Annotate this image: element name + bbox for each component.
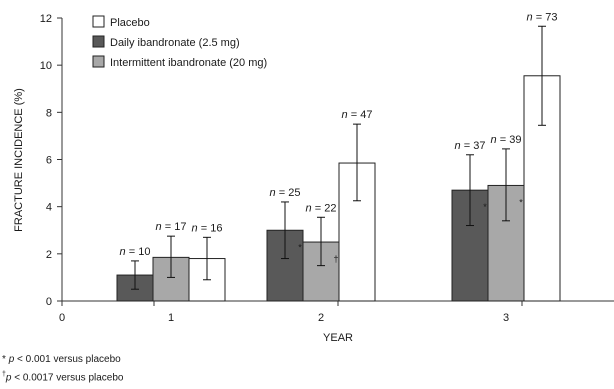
- n-label-n: n: [306, 202, 312, 214]
- legend-label: Placebo: [110, 17, 150, 29]
- n-label: n = 10: [120, 246, 151, 258]
- error-bars: [131, 25, 546, 290]
- footnote-2-mark: †: [2, 371, 6, 378]
- footnote-2-text: < 0.0017 versus placebo: [11, 372, 124, 384]
- n-label-value: = 10: [126, 246, 151, 258]
- x-tick-label: 3: [503, 312, 509, 324]
- n-label: n = 17: [156, 221, 187, 233]
- footnote-2: †p < 0.0017 versus placebo: [2, 367, 124, 385]
- n-label-value: = 16: [198, 222, 223, 234]
- n-label-value: = 22: [312, 202, 337, 214]
- n-label-value: = 37: [461, 140, 486, 152]
- y-tick-label: 12: [40, 13, 52, 25]
- n-label-value: = 17: [162, 221, 187, 233]
- n-label-n: n: [342, 109, 348, 121]
- x-tick-label: 0: [59, 312, 65, 324]
- footnote-1-p: p: [8, 354, 15, 365]
- legend: Placebo Daily ibandronate (2.5 mg) Intermi…: [92, 15, 267, 69]
- significance-marker: *: [519, 197, 523, 207]
- n-label-value: = 73: [533, 11, 558, 23]
- n-label: n = 22: [306, 202, 337, 214]
- n-label: n = 37: [455, 140, 486, 152]
- x-tick-label: 2: [318, 312, 324, 324]
- y-tick-label: 8: [46, 107, 52, 119]
- n-label-value: = 47: [348, 109, 373, 121]
- significance-marker: *: [298, 242, 302, 252]
- n-labels: n = 10n = 25*n = 37*n = 17n = 22†n = 39*…: [120, 11, 558, 264]
- legend-label: Daily ibandronate (2.5 mg): [110, 37, 240, 49]
- footnote-1: * p < 0.001 versus placebo: [2, 352, 124, 367]
- x-tick-label: 1: [168, 312, 174, 324]
- n-label: n = 73: [527, 11, 558, 23]
- n-label-n: n: [491, 134, 497, 146]
- n-label: n = 39: [491, 134, 522, 146]
- significance-marker: *: [483, 202, 487, 212]
- legend-swatch: [92, 35, 105, 48]
- y-tick-label: 10: [40, 60, 52, 72]
- n-label: n = 25: [270, 187, 301, 199]
- n-label-n: n: [120, 246, 126, 258]
- n-label-n: n: [455, 140, 461, 152]
- n-label-n: n: [527, 11, 533, 23]
- n-label-value: = 25: [276, 187, 301, 199]
- footnote-1-mark: *: [2, 354, 6, 365]
- footnote-1-text: < 0.001 versus placebo: [14, 354, 121, 365]
- significance-marker: †: [333, 254, 338, 264]
- n-label-value: = 39: [497, 134, 522, 146]
- bars: [116, 75, 561, 302]
- legend-label: Intermittent ibandronate (20 mg): [110, 57, 267, 69]
- footnote-2-p: p: [5, 372, 12, 384]
- n-label: n = 47: [342, 109, 373, 121]
- n-label-n: n: [192, 222, 198, 234]
- legend-swatch: [92, 55, 105, 68]
- y-tick-label: 6: [46, 155, 52, 167]
- y-tick-label: 0: [46, 296, 52, 308]
- n-label: n = 16: [192, 222, 223, 234]
- y-tick-label: 2: [46, 249, 52, 261]
- legend-swatch: [92, 15, 105, 28]
- y-tick-label: 4: [46, 202, 52, 214]
- n-label-n: n: [156, 221, 162, 233]
- footnotes: * p < 0.001 versus placebo †p < 0.0017 v…: [2, 352, 124, 385]
- y-axis-title: FRACTURE INCIDENCE (%): [13, 88, 25, 232]
- n-label-n: n: [270, 187, 276, 199]
- x-axis-title: YEAR: [323, 332, 353, 344]
